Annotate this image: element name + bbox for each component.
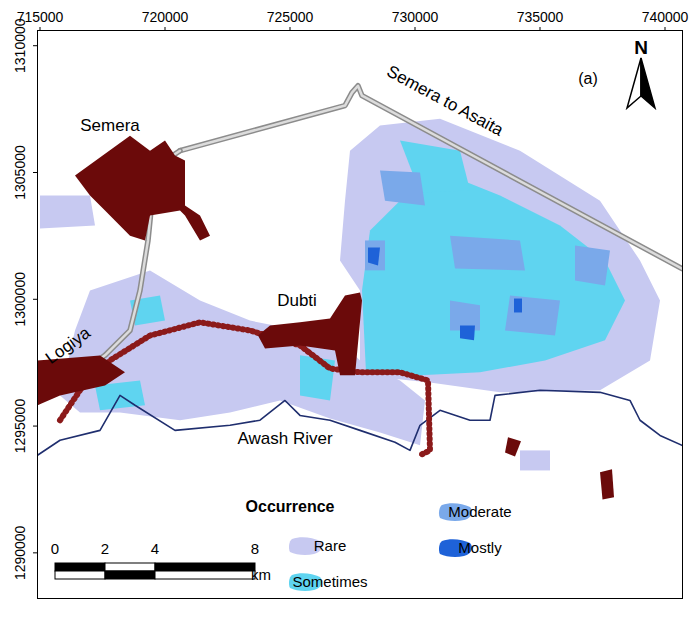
svg-text:0: 0 (51, 540, 59, 557)
svg-text:Sometimes: Sometimes (292, 573, 367, 590)
svg-text:Awash River: Awash River (237, 429, 332, 448)
svg-text:740000: 740000 (642, 9, 689, 25)
svg-text:1310000: 1310000 (12, 18, 28, 73)
svg-text:Dubti: Dubti (277, 291, 317, 310)
svg-text:4: 4 (151, 540, 159, 557)
svg-text:Occurrence: Occurrence (246, 498, 335, 515)
svg-text:720000: 720000 (142, 9, 189, 25)
svg-text:715000: 715000 (16, 8, 64, 25)
svg-text:Mostly: Mostly (458, 539, 502, 556)
svg-text:1295000: 1295000 (12, 399, 28, 454)
svg-text:Rare: Rare (314, 537, 347, 554)
svg-text:Moderate: Moderate (448, 503, 511, 520)
svg-text:(a): (a) (578, 70, 598, 87)
svg-text:1290000: 1290000 (12, 525, 28, 580)
svg-text:Semera: Semera (80, 116, 140, 135)
svg-text:725000: 725000 (267, 9, 314, 25)
svg-text:1305000: 1305000 (12, 145, 28, 200)
svg-text:735000: 735000 (517, 9, 564, 25)
svg-text:1300000: 1300000 (12, 272, 28, 327)
svg-text:2: 2 (101, 540, 109, 557)
svg-text:N: N (634, 37, 648, 58)
svg-text:8: 8 (251, 540, 259, 557)
svg-text:km: km (251, 566, 271, 583)
svg-text:Semera to Asaita: Semera to Asaita (384, 62, 507, 141)
svg-text:Logiya: Logiya (42, 323, 94, 368)
svg-text:730000: 730000 (392, 9, 439, 25)
